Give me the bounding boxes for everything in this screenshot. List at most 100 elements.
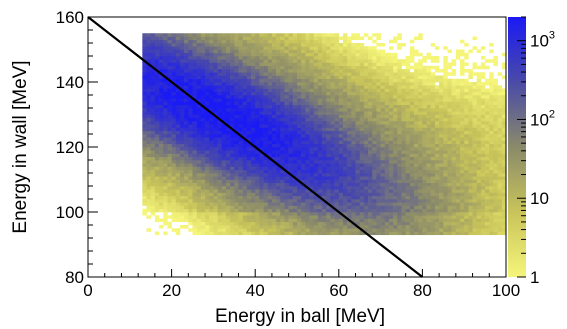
heatmap-cell: [476, 121, 482, 125]
heatmap-cell: [380, 156, 386, 161]
heatmap-cell: [246, 195, 252, 200]
heatmap-cell: [200, 218, 206, 223]
heatmap-cell: [221, 39, 227, 44]
heatmap-cell: [485, 215, 490, 219]
heatmap-cell: [322, 104, 327, 109]
heatmap-cell: [376, 225, 381, 229]
heatmap-cell: [409, 231, 415, 236]
heatmap-cell: [414, 82, 419, 86]
heatmap-cell: [414, 221, 419, 226]
heatmap-cell: [372, 182, 377, 187]
heatmap-cell: [409, 186, 415, 190]
heatmap-cell: [388, 65, 394, 70]
heatmap-cell: [372, 98, 377, 102]
heatmap-cell: [322, 143, 327, 148]
heatmap-cell: [393, 186, 398, 190]
heatmap-cell: [384, 169, 390, 174]
heatmap-cell: [284, 49, 289, 54]
heatmap-cell: [485, 117, 490, 122]
heatmap-cell: [372, 202, 377, 206]
heatmap-cell: [292, 225, 298, 229]
heatmap-cell: [334, 147, 340, 151]
heatmap-cell: [267, 104, 273, 109]
heatmap-cell: [301, 39, 306, 44]
heatmap-cell: [255, 49, 260, 54]
heatmap-cell: [171, 208, 177, 213]
heatmap-cell: [347, 147, 352, 151]
heatmap-cell: [447, 231, 452, 236]
heatmap-cell: [334, 225, 340, 229]
heatmap-cell: [422, 156, 427, 161]
heatmap-cell: [380, 134, 386, 138]
heatmap-cell: [171, 202, 177, 206]
heatmap-cell: [288, 91, 294, 96]
heatmap-cell: [255, 85, 260, 89]
heatmap-cell: [188, 78, 193, 83]
heatmap-cell: [209, 147, 214, 151]
heatmap-cell: [175, 169, 181, 174]
heatmap-cell: [246, 88, 252, 93]
heatmap-cell: [426, 98, 432, 102]
heatmap-cell: [384, 179, 390, 184]
heatmap-cell: [493, 212, 498, 216]
heatmap-cell: [221, 189, 227, 193]
heatmap-cell: [192, 225, 197, 229]
heatmap-cell: [418, 121, 423, 125]
heatmap-cell: [225, 192, 231, 197]
heatmap-cell: [464, 124, 469, 128]
heatmap-cell: [251, 46, 256, 50]
heatmap-cell: [347, 88, 352, 93]
heatmap-cell: [184, 186, 189, 190]
heatmap-cell: [188, 130, 193, 135]
heatmap-cell: [405, 56, 411, 60]
heatmap-cell: [393, 147, 398, 151]
heatmap-cell: [301, 218, 306, 223]
heatmap-cell: [142, 166, 147, 171]
heatmap-cell: [263, 65, 269, 70]
heatmap-cell: [414, 212, 419, 216]
heatmap-cell: [439, 143, 444, 148]
heatmap-cell: [146, 189, 151, 193]
heatmap-cell: [209, 56, 214, 60]
heatmap-cell: [472, 205, 478, 210]
heatmap-cell: [142, 156, 147, 161]
heatmap-cell: [280, 95, 285, 99]
heatmap-cell: [188, 46, 193, 50]
heatmap-cell: [146, 124, 151, 128]
heatmap-cell: [263, 231, 269, 236]
heatmap-cell: [221, 169, 227, 174]
heatmap-cell: [267, 52, 273, 57]
heatmap-cell: [342, 36, 348, 41]
heatmap-cell: [251, 56, 256, 60]
heatmap-cell: [259, 33, 264, 37]
heatmap-cell: [271, 192, 277, 197]
heatmap-cell: [230, 85, 235, 89]
heatmap-cell: [225, 150, 231, 154]
heatmap-cell: [434, 199, 440, 203]
heatmap-cell: [217, 205, 223, 210]
heatmap-cell: [485, 150, 490, 154]
heatmap-cell: [330, 108, 335, 112]
heatmap-cell: [217, 36, 223, 41]
heatmap-cell: [330, 147, 335, 151]
heatmap-cell: [384, 221, 390, 226]
heatmap-cell: [171, 205, 177, 210]
heatmap-cell: [468, 231, 473, 236]
heatmap-cell: [209, 101, 214, 106]
heatmap-cell: [414, 202, 419, 206]
heatmap-cell: [485, 134, 490, 138]
heatmap-cell: [225, 186, 231, 190]
heatmap-cell: [447, 163, 452, 167]
heatmap-cell: [447, 205, 452, 210]
heatmap-cell: [284, 156, 289, 161]
heatmap-cell: [213, 163, 218, 167]
heatmap-cell: [159, 75, 164, 80]
heatmap-cell: [276, 153, 281, 158]
heatmap-cell: [159, 62, 164, 67]
heatmap-cell: [142, 56, 147, 60]
heatmap-cell: [422, 124, 427, 128]
heatmap-cell: [451, 82, 457, 86]
heatmap-cell: [447, 95, 452, 99]
heatmap-cell: [267, 143, 273, 148]
heatmap-cell: [305, 88, 310, 93]
